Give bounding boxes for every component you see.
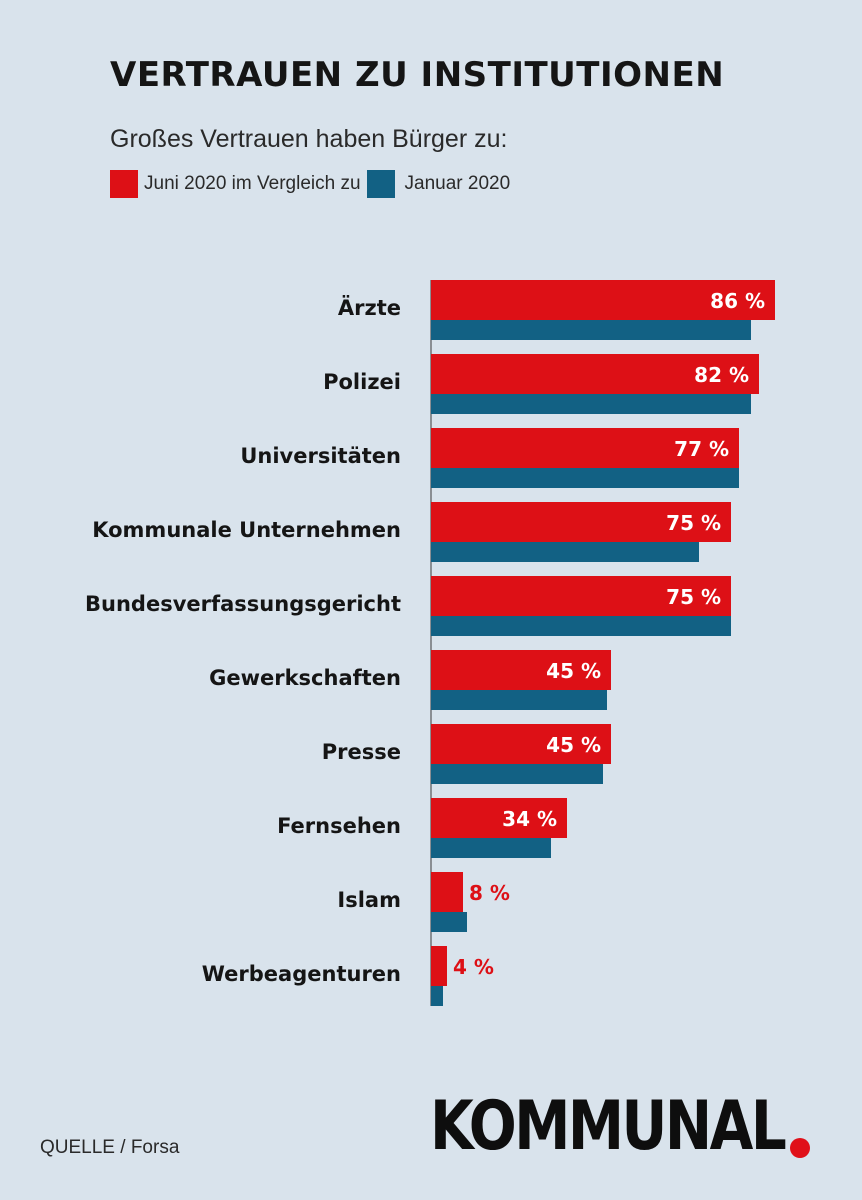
logo-dot xyxy=(790,1138,810,1158)
legend-swatch-januar xyxy=(366,170,395,198)
bar-januar-0 xyxy=(431,320,751,340)
legend-item-januar: Januar 2020 xyxy=(366,170,511,198)
value-label-4: 75 % xyxy=(666,585,721,609)
bar-januar-1 xyxy=(431,394,751,414)
bar-januar-8 xyxy=(431,912,467,932)
value-label-9: 4 % xyxy=(453,955,494,979)
bar-juni-8 xyxy=(431,872,463,912)
category-label-5: Gewerkschaften xyxy=(209,666,401,690)
legend-label-januar: Januar 2020 xyxy=(404,173,511,194)
category-label-2: Universitäten xyxy=(240,444,401,468)
category-label-8: Islam xyxy=(337,888,401,912)
bar-januar-2 xyxy=(431,468,739,488)
legend: Juni 2020 im Vergleich zu Januar 2020 xyxy=(110,170,510,198)
bar-juni-5 xyxy=(431,650,611,690)
bar-januar-4 xyxy=(431,616,731,636)
category-label-9: Werbeagenturen xyxy=(202,962,401,986)
kommunal-logo: KOMMUNAL xyxy=(430,1093,857,1161)
legend-swatch-juni xyxy=(110,170,138,198)
bar-januar-7 xyxy=(431,838,551,858)
chart-subtitle: Großes Vertrauen haben Bürger zu: xyxy=(110,125,508,153)
value-label-3: 75 % xyxy=(666,511,721,535)
bar-juni-6 xyxy=(431,724,611,764)
category-label-0: Ärzte xyxy=(338,295,401,320)
value-label-8: 8 % xyxy=(469,881,510,905)
value-label-6: 45 % xyxy=(546,733,601,757)
bar-juni-3 xyxy=(431,502,731,542)
value-label-7: 34 % xyxy=(502,807,557,831)
value-label-0: 86 % xyxy=(710,289,765,313)
value-label-2: 77 % xyxy=(674,437,729,461)
category-label-1: Polizei xyxy=(323,370,401,394)
legend-label-juni: Juni 2020 im Vergleich zu xyxy=(144,173,361,194)
category-label-7: Fernsehen xyxy=(277,814,401,838)
bar-januar-6 xyxy=(431,764,603,784)
bar-juni-7 xyxy=(431,798,567,838)
chart-title: VERTRAUEN ZU INSTITUTIONEN xyxy=(110,55,725,95)
category-label-3: Kommunale Unternehmen xyxy=(92,518,401,542)
bar-juni-0 xyxy=(431,280,775,320)
value-label-5: 45 % xyxy=(546,659,601,683)
value-label-1: 82 % xyxy=(694,363,749,387)
source-note: QUELLE / Forsa xyxy=(40,1137,180,1158)
bar-januar-5 xyxy=(431,690,607,710)
category-label-6: Presse xyxy=(322,740,401,764)
bar-januar-9 xyxy=(431,986,443,1006)
legend-item-juni: Juni 2020 im Vergleich zu xyxy=(110,170,361,198)
bar-juni-4 xyxy=(431,576,731,616)
bar-juni-2 xyxy=(431,428,739,468)
bar-januar-3 xyxy=(431,542,699,562)
logo-text: KOMMUNAL xyxy=(430,1087,787,1166)
bar-juni-1 xyxy=(431,354,759,394)
category-label-4: Bundesverfassungsgericht xyxy=(85,592,401,616)
bar-juni-9 xyxy=(431,946,447,986)
